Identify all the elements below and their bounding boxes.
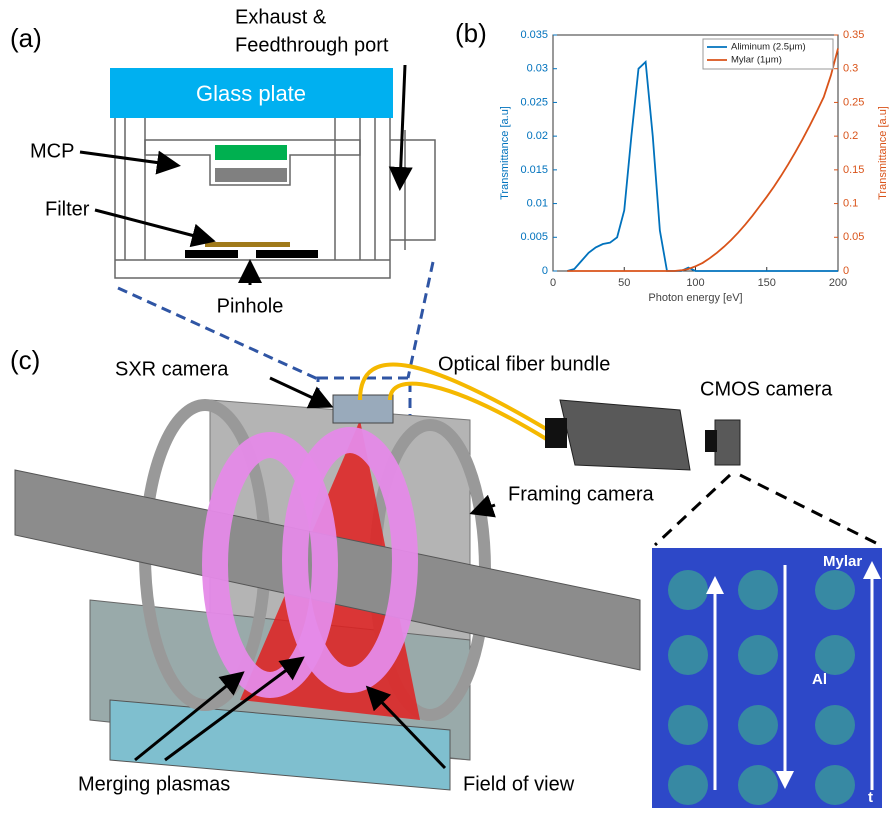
label: Glass plate <box>196 81 306 106</box>
inset-lines <box>655 475 880 545</box>
y2-tick-label: 0.3 <box>843 63 858 75</box>
label: Exhaust & <box>235 6 327 28</box>
panel-label: (c) <box>10 345 40 375</box>
x-tick-label: 0 <box>550 277 556 289</box>
label: t <box>868 789 873 806</box>
y-tick-label: 0.015 <box>520 164 548 176</box>
series-line <box>567 48 838 271</box>
y-tick-label: 0.025 <box>520 96 548 108</box>
panel-a: (a) Exhaust & Feedthrough port Glass pla… <box>10 6 435 317</box>
y-tick-label: 0.005 <box>520 231 548 243</box>
framing-camera <box>560 400 690 470</box>
sxr-camera <box>333 395 393 423</box>
label: Framing camera <box>508 483 654 505</box>
y-tick-label: 0.02 <box>527 130 548 142</box>
x-tick-label: 200 <box>829 277 847 289</box>
y2-tick-label: 0.35 <box>843 29 864 41</box>
panel-c: (c) SXR camera Optical fiber bundle CMOS… <box>10 262 882 808</box>
label: Al <box>812 671 827 688</box>
y2-tick-label: 0.05 <box>843 231 864 243</box>
y-tick-label: 0 <box>542 265 548 277</box>
y2-tick-label: 0.2 <box>843 130 858 142</box>
label: MCP <box>30 140 74 162</box>
panel-label: (a) <box>10 23 42 53</box>
base <box>256 250 318 258</box>
label: CMOS camera <box>700 378 833 400</box>
label: Feedthrough port <box>235 34 389 56</box>
mcp-plate <box>215 145 287 160</box>
label: Field of view <box>463 773 575 795</box>
label: Mylar <box>823 553 862 570</box>
y2-tick-label: 0.1 <box>843 197 858 209</box>
lens <box>705 430 717 452</box>
mcp-base <box>215 168 287 182</box>
y-axis-label: Transmittance [a.u] <box>499 106 511 200</box>
label: SXR camera <box>115 358 229 380</box>
panel-label: (b) <box>455 18 487 48</box>
cmos-camera <box>715 420 740 465</box>
filter <box>205 242 290 247</box>
y2-tick-label: 0.15 <box>843 164 864 176</box>
y-tick-label: 0.01 <box>527 197 548 209</box>
lens <box>545 418 567 448</box>
label: Filter <box>45 198 90 220</box>
x-tick-label: 150 <box>758 277 776 289</box>
legend-label: Mylar (1μm) <box>731 55 782 66</box>
y2-tick-label: 0.25 <box>843 96 864 108</box>
legend-label: Aliminum (2.5μm) <box>731 42 806 53</box>
label: Merging plasmas <box>78 773 230 795</box>
label: Pinhole <box>217 295 284 317</box>
x-tick-label: 50 <box>618 277 630 289</box>
y2-tick-label: 0 <box>843 265 849 277</box>
series-line <box>567 62 838 271</box>
figure: (a) Exhaust & Feedthrough port Glass pla… <box>0 0 895 813</box>
base <box>185 250 238 258</box>
y-tick-label: 0.03 <box>527 63 548 75</box>
y2-axis-label: Transmittance [a.u] <box>877 106 889 200</box>
x-tick-label: 100 <box>686 277 704 289</box>
y-tick-label: 0.035 <box>520 29 548 41</box>
x-axis-label: Photon energy [eV] <box>648 292 742 304</box>
label: Optical fiber bundle <box>438 353 610 375</box>
